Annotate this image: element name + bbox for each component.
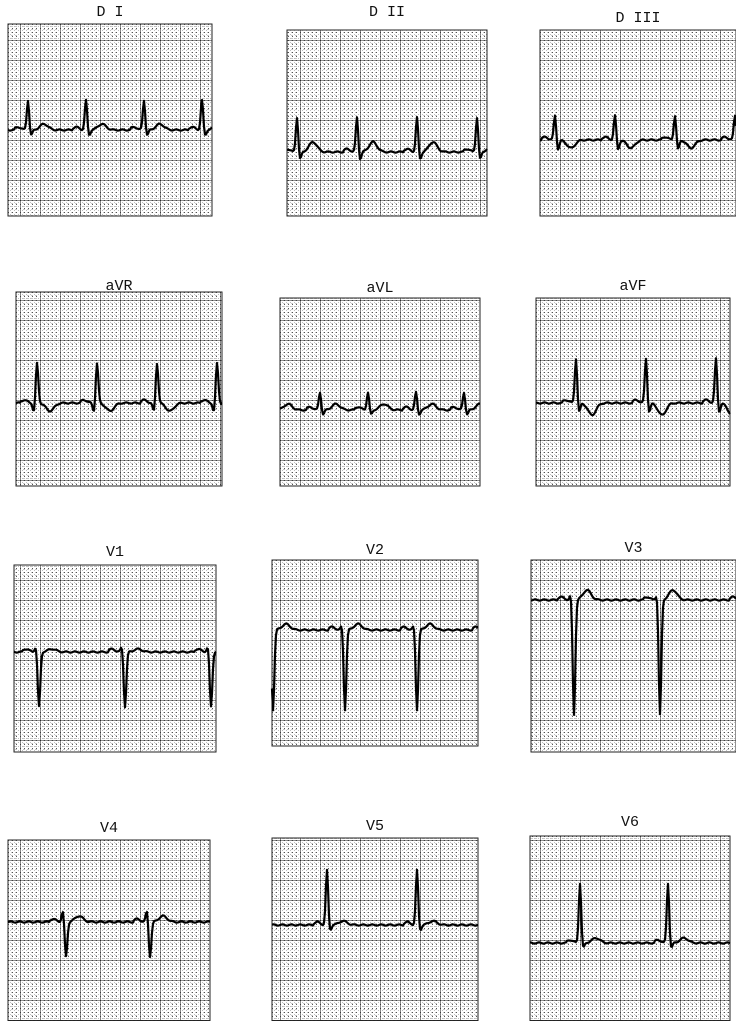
grid-major [540, 30, 736, 216]
grid-major [8, 24, 212, 216]
lead-label: V5 [366, 818, 384, 835]
lead-panel: V3 [531, 540, 736, 752]
grid-major [8, 840, 210, 1021]
lead-label: aVL [366, 280, 393, 297]
lead-panel: D II [287, 4, 487, 216]
lead-label: V4 [100, 820, 118, 837]
lead-label: aVF [619, 278, 646, 295]
grid-major [280, 298, 480, 486]
lead-panel: V2 [272, 542, 478, 746]
grid-major [272, 560, 478, 746]
lead-label: V3 [624, 540, 642, 557]
grid-major [531, 560, 736, 752]
grid-major [14, 565, 216, 752]
ecg-figure: D I D II D III aVR aVL aVF V1 V2 V3 V4 V5 V6 [0, 0, 736, 1021]
lead-panel: V6 [530, 814, 730, 1021]
lead-panel: aVF [536, 278, 730, 486]
grid-major [287, 30, 487, 216]
lead-panel: V5 [272, 818, 478, 1021]
lead-label: D III [615, 10, 660, 27]
lead-panel: D III [540, 10, 736, 216]
lead-label: V1 [106, 544, 124, 561]
page: {"leads": [ {"label": "D I"}, {"label": … [0, 0, 736, 1021]
lead-label: V6 [621, 814, 639, 831]
lead-label: aVR [105, 278, 132, 295]
grid-major [536, 298, 730, 486]
lead-panel: aVL [280, 280, 480, 486]
lead-label: D I [96, 4, 123, 21]
lead-label: V2 [366, 542, 384, 559]
grid-major [272, 838, 478, 1021]
lead-panel: V1 [14, 544, 216, 752]
lead-panel: V4 [8, 820, 210, 1021]
grid-major [530, 836, 730, 1021]
lead-label: D II [369, 4, 405, 21]
lead-panel: D I [8, 4, 212, 216]
lead-panel: aVR [16, 278, 222, 486]
grid-major [16, 292, 222, 486]
